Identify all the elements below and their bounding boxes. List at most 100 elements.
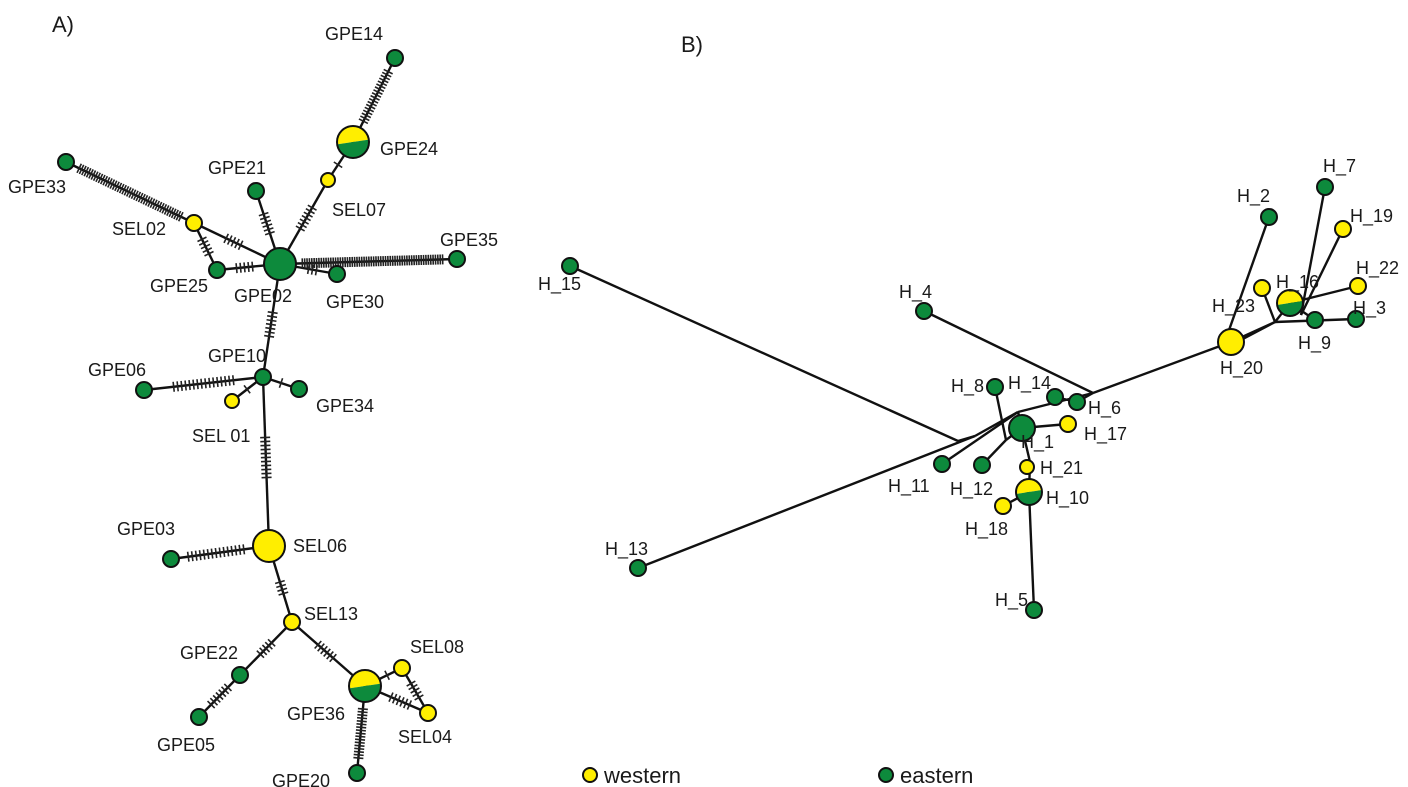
mutation-tick [177,211,184,222]
node-gpe20-label: GPE20 [272,771,330,787]
node-h-4 [915,302,933,320]
western-share [337,126,369,145]
mutation-tick [102,175,109,186]
mutation-tick [116,182,123,193]
node-h-22-label: H_22 [1356,258,1399,279]
mutation-tick [295,225,306,232]
mutation-tick [371,92,382,98]
mutation-tick [107,178,113,188]
mutation-tick [329,653,337,663]
mutation-tick [278,378,284,388]
mutation-tick [234,238,240,249]
mutation-tick [222,546,226,558]
node-gpe03 [162,550,180,568]
mutation-tick [264,330,275,334]
node-sel04 [419,704,437,722]
mutation-tick [306,263,311,275]
node-h-3-label: H_3 [1353,298,1386,319]
mutation-tick [239,262,242,273]
legend-western-swatch [582,767,598,783]
mutation-tick [238,544,242,555]
mutation-tick [410,687,420,694]
mutation-tick [231,375,235,386]
mutation-tick [242,544,246,555]
edge-a-gpe10-gpe06 [143,375,264,392]
mutation-tick [353,753,364,757]
eastern-share [1016,490,1042,505]
node-h-13-label: H_13 [605,539,648,560]
mutation-tick [172,381,176,392]
mutation-tick [353,756,364,760]
node-sel08 [393,659,411,677]
mutation-tick [228,375,231,386]
node-h-11-label: H_11 [888,476,930,497]
mutation-tick [234,545,238,556]
node-h-5-label: H_5 [995,590,1028,611]
node-h-9-label: H_9 [1298,333,1331,354]
node-sel07 [320,172,336,188]
mutation-tick [226,546,230,557]
mutation-tick [81,165,87,176]
mutation-tick [355,729,366,732]
node-sel01 [224,393,240,409]
mutation-tick [154,200,161,211]
mutation-tick [144,196,151,206]
mutation-tick [357,710,368,714]
mutation-tick [109,179,116,189]
mutation-tick [323,648,331,657]
mutation-tick [383,68,394,75]
node-gpe34 [290,380,308,398]
node-sel06-label: SEL06 [293,536,347,556]
eastern-share [349,683,381,702]
node-gpe33 [57,153,75,171]
mutation-tick [376,83,386,90]
node-h-8-label: H_8 [951,376,984,397]
mutation-tick [97,173,104,184]
node-h-17 [1059,415,1077,433]
mutation-tick [355,738,366,741]
node-h-20 [1217,328,1245,356]
node-h-23 [1253,279,1271,297]
mutation-tick [114,181,120,192]
mutation-tick [208,377,211,388]
western-share [1277,290,1303,305]
mutation-tick [123,185,130,196]
mutation-tick [267,311,278,315]
mutation-tick [130,189,137,200]
mutation-tick [235,263,238,274]
mutation-tick [261,644,271,653]
mutation-tick [230,236,237,247]
mutation-tick [212,694,221,703]
node-h-22 [1349,277,1367,295]
mutation-tick [299,218,309,225]
mutation-tick [399,696,405,707]
eastern-share [1277,301,1303,316]
node-gpe22-label: GPE22 [180,643,238,663]
node-gpe21-label: GPE21 [208,158,266,178]
mutation-tick [247,261,250,273]
mutation-tick [380,74,391,81]
node-h-3 [1347,310,1365,328]
node-h-13 [629,559,647,577]
mutation-tick [265,322,276,326]
edge-b-h_13-je [637,434,976,570]
mutation-tick [202,549,206,560]
mutation-tick [370,94,380,101]
node-gpe25-label: GPE25 [150,276,208,296]
mutation-tick [356,716,368,720]
legend-western-label: western [603,763,681,787]
mutation-tick [190,551,194,562]
node-h-18 [994,497,1012,515]
mutation-tick [76,163,83,174]
node-gpe21 [247,182,265,200]
mutation-tick [121,184,127,195]
mutation-tick [377,80,388,87]
mutation-tick [226,235,233,245]
mutation-tick [90,170,97,180]
node-h-12-label: H_12 [950,479,993,500]
mutation-tick [175,210,182,221]
mutation-tick [265,326,276,330]
mutation-tick [216,376,219,388]
legend-eastern-label: eastern [900,763,973,787]
mutation-tick [184,380,187,391]
